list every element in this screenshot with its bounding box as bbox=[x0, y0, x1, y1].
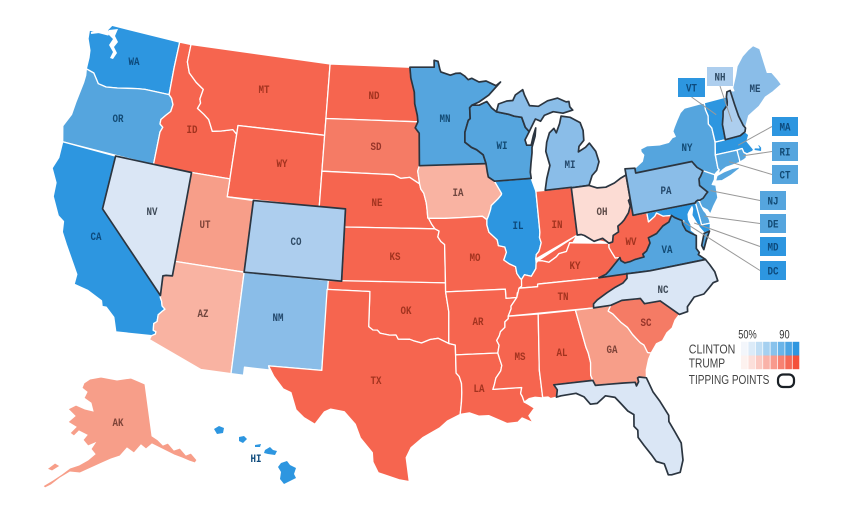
svg-text:NY: NY bbox=[682, 143, 693, 155]
svg-text:NH: NH bbox=[715, 73, 726, 85]
svg-text:AK: AK bbox=[113, 418, 124, 430]
svg-text:OR: OR bbox=[113, 114, 124, 126]
svg-text:ID: ID bbox=[187, 125, 198, 137]
svg-text:UT: UT bbox=[200, 220, 211, 232]
svg-text:GA: GA bbox=[607, 345, 618, 357]
svg-text:CLINTON: CLINTON bbox=[689, 343, 736, 357]
svg-text:AZ: AZ bbox=[198, 309, 209, 321]
svg-text:ME: ME bbox=[750, 84, 761, 96]
svg-text:CA: CA bbox=[91, 232, 102, 244]
svg-text:LA: LA bbox=[474, 384, 485, 396]
svg-text:ND: ND bbox=[369, 91, 380, 103]
svg-text:OK: OK bbox=[401, 306, 412, 318]
svg-text:WV: WV bbox=[626, 237, 637, 249]
svg-text:HI: HI bbox=[251, 454, 262, 466]
svg-text:90: 90 bbox=[779, 328, 790, 342]
svg-text:MD: MD bbox=[768, 243, 779, 255]
svg-text:NC: NC bbox=[658, 285, 669, 297]
svg-text:TIPPING POINTS: TIPPING POINTS bbox=[689, 373, 770, 387]
svg-text:TX: TX bbox=[371, 376, 382, 388]
svg-text:CT: CT bbox=[780, 171, 791, 183]
svg-text:DC: DC bbox=[768, 267, 779, 279]
svg-text:NJ: NJ bbox=[768, 197, 779, 209]
svg-text:WI: WI bbox=[497, 141, 508, 153]
svg-text:MA: MA bbox=[780, 123, 791, 135]
svg-text:WA: WA bbox=[129, 57, 140, 69]
svg-text:NV: NV bbox=[147, 207, 158, 219]
svg-text:WY: WY bbox=[277, 159, 288, 171]
svg-text:MN: MN bbox=[440, 114, 451, 126]
svg-text:IA: IA bbox=[453, 188, 464, 200]
svg-text:CO: CO bbox=[291, 237, 302, 249]
svg-text:SD: SD bbox=[371, 142, 382, 154]
svg-text:KS: KS bbox=[390, 252, 401, 264]
svg-text:NE: NE bbox=[372, 198, 383, 210]
svg-text:MS: MS bbox=[515, 352, 526, 364]
svg-text:TRUMP: TRUMP bbox=[689, 356, 725, 370]
svg-text:IN: IN bbox=[552, 220, 563, 232]
svg-text:VA: VA bbox=[662, 245, 673, 257]
svg-text:MO: MO bbox=[470, 253, 481, 265]
svg-text:MT: MT bbox=[259, 85, 270, 97]
svg-text:TN: TN bbox=[558, 292, 569, 304]
svg-text:IL: IL bbox=[513, 221, 524, 233]
svg-text:MI: MI bbox=[565, 160, 576, 172]
svg-text:50%: 50% bbox=[738, 328, 757, 342]
svg-text:PA: PA bbox=[661, 186, 672, 198]
svg-text:RI: RI bbox=[780, 148, 791, 160]
svg-text:NM: NM bbox=[273, 313, 284, 325]
svg-text:DE: DE bbox=[768, 220, 779, 232]
svg-text:AR: AR bbox=[473, 317, 484, 329]
svg-text:AL: AL bbox=[557, 348, 568, 360]
svg-text:OH: OH bbox=[597, 207, 608, 219]
svg-text:KY: KY bbox=[570, 261, 581, 273]
svg-text:SC: SC bbox=[641, 318, 652, 330]
svg-text:VT: VT bbox=[686, 84, 697, 96]
